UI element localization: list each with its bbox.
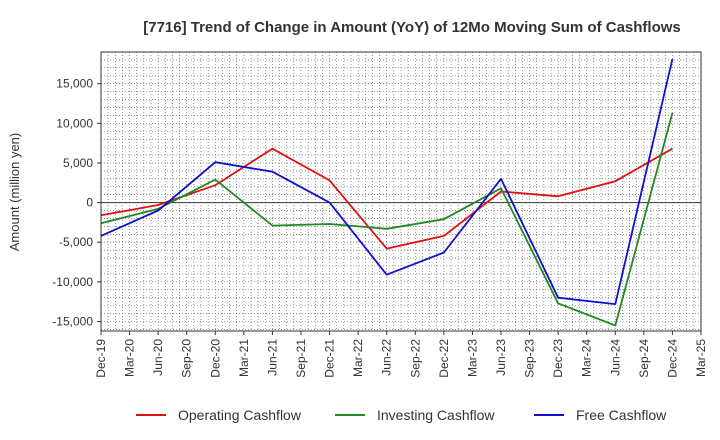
- x-tick-label: Jun-21: [265, 339, 279, 376]
- y-axis-label: Amount (million yen): [7, 133, 22, 252]
- plot-frame: [100, 51, 702, 332]
- x-tick-label: Jun-20: [151, 339, 165, 376]
- chart-title: [7716] Trend of Change in Amount (YoY) o…: [143, 19, 681, 36]
- x-tick-label: Dec-19: [94, 339, 108, 378]
- y-tick-label: 0: [86, 196, 93, 210]
- legend-label-free-cashflow: Free Cashflow: [576, 407, 667, 423]
- x-tick-label: Sep-22: [408, 339, 422, 378]
- x-tick-label: Dec-23: [551, 339, 565, 378]
- legend-label-operating-cashflow: Operating Cashflow: [178, 407, 302, 423]
- x-axis-ticks: Dec-19 Mar-20 Jun-20 Sep-20 Dec-20 Mar-21 Jun-…: [94, 331, 708, 378]
- x-tick-label: Mar-21: [237, 339, 251, 377]
- x-tick-label: Jun-22: [380, 339, 394, 376]
- investing-cashflow-line: [100, 112, 674, 327]
- series-layer: [100, 58, 674, 327]
- x-tick-label: Sep-21: [294, 339, 308, 378]
- x-tick-label: Mar-24: [580, 339, 594, 377]
- x-tick-label: Dec-24: [665, 339, 679, 378]
- y-tick-label: -10,000: [52, 275, 93, 289]
- free-cashflow-line: [100, 58, 674, 306]
- y-tick-label: -15,000: [52, 314, 93, 328]
- x-tick-label: Mar-23: [465, 339, 479, 377]
- operating-cashflow-line: [100, 147, 673, 250]
- x-tick-label: Dec-20: [208, 339, 222, 378]
- legend-label-investing-cashflow: Investing Cashflow: [377, 407, 495, 423]
- x-tick-label: Mar-20: [123, 339, 137, 377]
- y-tick-label: 15,000: [56, 77, 93, 91]
- x-tick-label: Sep-24: [637, 339, 651, 378]
- y-tick-label: -5,000: [59, 235, 93, 249]
- x-tick-label: Mar-22: [351, 339, 365, 377]
- x-tick-label: Sep-20: [180, 339, 194, 378]
- legend: Operating Cashflow Investing Cashflow Free…: [136, 407, 667, 423]
- y-tick-label: 5,000: [63, 156, 93, 170]
- x-tick-label: Dec-22: [437, 339, 451, 378]
- y-tick-label: 10,000: [56, 116, 93, 130]
- x-tick-label: Jun-24: [608, 339, 622, 376]
- y-axis-ticks: -15,000 -10,000 -5,000 0 5,000 10,000 15,000: [52, 77, 101, 328]
- x-tick-label: Jun-23: [494, 339, 508, 376]
- x-tick-label: Mar-25: [694, 339, 708, 377]
- x-tick-label: Dec-21: [323, 339, 337, 378]
- x-tick-label: Sep-23: [523, 339, 537, 378]
